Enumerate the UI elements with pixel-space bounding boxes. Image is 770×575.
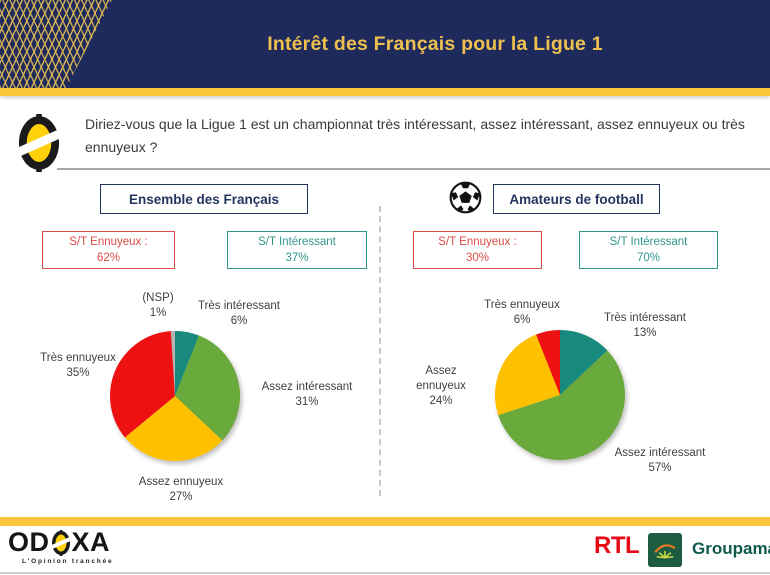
odoxa-tagline: L'Opinion tranchée	[22, 558, 114, 565]
panel-title-ensemble: Ensemble des Français	[100, 184, 308, 214]
summary-value: 30%	[465, 252, 490, 264]
pie-label-assez-interessant: Assez intéressant 31%	[261, 381, 353, 408]
pie-slice--nsp-	[170, 331, 175, 396]
pie-slice-assez-int-ressant	[498, 350, 625, 460]
summary-label: S/T Ennuyeux :	[438, 236, 517, 248]
summary-value: 37%	[285, 252, 309, 264]
pie-chart-amateurs	[494, 330, 625, 460]
pie-slice-tr-s-ennuyeux	[110, 331, 175, 438]
panel-divider	[379, 206, 381, 496]
pie-slice-tr-s-int-ressant	[560, 330, 608, 395]
rtl-logo: RTL	[594, 532, 640, 559]
pie-label-tres-interessant: Très intéressant 6%	[197, 300, 281, 327]
summary-box-interessant-ensemble: S/T Intéressant 37%	[227, 231, 367, 269]
groupama-logo-icon	[648, 533, 682, 567]
summary-label: S/T Ennuyeux :	[69, 236, 148, 248]
summary-value: 62%	[96, 252, 121, 264]
footer-accent-bar	[0, 517, 770, 526]
pie-slice-tr-s-ennuyeux	[536, 330, 560, 395]
summary-label: S/T Intéressant	[258, 236, 336, 248]
pie-chart-ensemble	[110, 331, 241, 461]
pie-label-nsp: (NSP) 1%	[142, 292, 174, 319]
header-banner: Intérêt des Français pour la Ligue 1	[0, 0, 770, 88]
odoxa-logo: OD XA	[8, 527, 110, 558]
pie-label-assez-interessant: Assez intéressant 57%	[614, 447, 706, 474]
summary-box-ennuyeux-amateurs: S/T Ennuyeux : 30%	[413, 231, 542, 269]
panel-title-amateurs: Amateurs de football	[493, 184, 660, 214]
groupama-sun-icon	[654, 544, 676, 559]
pie-slice-tr-s-int-ressant	[175, 331, 199, 396]
summary-value: 70%	[636, 252, 661, 264]
pie-label-tres-ennuyeux: Très ennuyeux 35%	[40, 352, 116, 379]
odoxa-logo-text-prefix: OD	[8, 527, 50, 557]
pie-slice-assez-int-ressant	[175, 335, 241, 441]
pie-label-assez-ennuyeux: Assez ennuyeux 24%	[416, 365, 466, 407]
pie-label-assez-ennuyeux: Assez ennuyeux 27%	[138, 476, 224, 503]
odoxa-o-icon	[50, 529, 71, 556]
header-accent-bar	[0, 88, 770, 96]
summary-box-interessant-amateurs: S/T Intéressant 70%	[579, 231, 718, 269]
summary-box-ennuyeux-ensemble: S/T Ennuyeux : 62%	[42, 231, 175, 269]
page-title: Intérêt des Français pour la Ligue 1	[267, 32, 603, 55]
pie-slice-assez-ennuyeux	[494, 334, 560, 416]
bottom-border-line	[0, 572, 770, 574]
groupama-logo-text: Groupama	[692, 539, 770, 558]
pie-slice-assez-ennuyeux	[124, 396, 223, 461]
football-icon	[449, 181, 482, 214]
summary-label: S/T Intéressant	[609, 236, 688, 248]
pie-label-tres-ennuyeux: Très ennuyeux 6%	[484, 299, 560, 326]
question-text: Diriez-vous que la Ligue 1 est un champi…	[85, 116, 745, 155]
pie-label-tres-interessant: Très intéressant 13%	[603, 312, 687, 339]
odoxa-o-question-icon	[16, 114, 62, 172]
question-divider	[57, 168, 770, 170]
odoxa-logo-text-suffix: XA	[71, 527, 111, 557]
